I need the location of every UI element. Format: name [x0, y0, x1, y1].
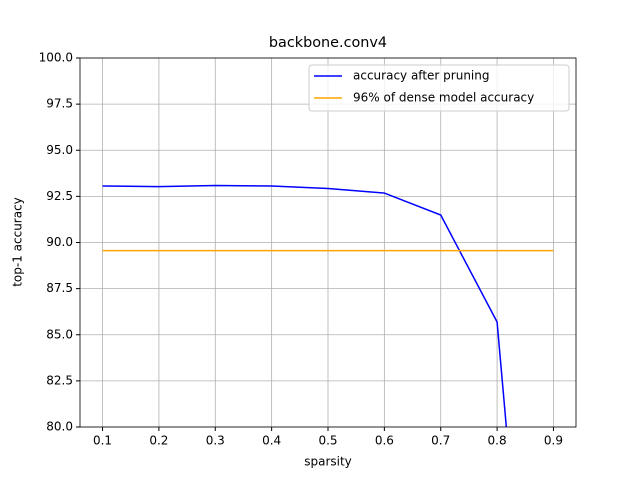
- x-tick-label: 0.9: [544, 434, 563, 448]
- x-tick-label: 0.2: [149, 434, 168, 448]
- x-axis-label: sparsity: [304, 455, 352, 469]
- y-tick-label: 85.0: [46, 327, 73, 341]
- y-axis-label: top-1 accuracy: [11, 197, 25, 287]
- y-tick-label: 97.5: [46, 97, 73, 111]
- legend-box: [308, 64, 570, 112]
- y-tick-label: 90.0: [46, 235, 73, 249]
- axes-frame: [79, 57, 577, 428]
- y-tick-label: 95.0: [46, 143, 73, 157]
- legend-label: accuracy after pruning: [353, 69, 489, 83]
- series-line: [102, 184, 508, 427]
- x-tick-label: 0.3: [206, 434, 225, 448]
- plot-area: [102, 184, 554, 427]
- y-tick-label: 100.0: [39, 51, 73, 65]
- y-tick-label: 82.5: [46, 373, 73, 387]
- x-tick-label: 0.8: [488, 434, 507, 448]
- y-tick-label: 87.5: [46, 281, 73, 295]
- legend-label: 96% of dense model accuracy: [353, 91, 534, 105]
- y-tick-label: 80.0: [46, 420, 73, 434]
- chart-title: backbone.conv4: [269, 35, 387, 51]
- x-tick-label: 0.4: [262, 434, 281, 448]
- x-tick-label: 0.7: [431, 434, 450, 448]
- y-tick-label: 92.5: [46, 189, 73, 203]
- x-tick-label: 0.6: [375, 434, 394, 448]
- x-tick-label: 0.1: [93, 434, 112, 448]
- x-tick-label: 0.5: [318, 434, 337, 448]
